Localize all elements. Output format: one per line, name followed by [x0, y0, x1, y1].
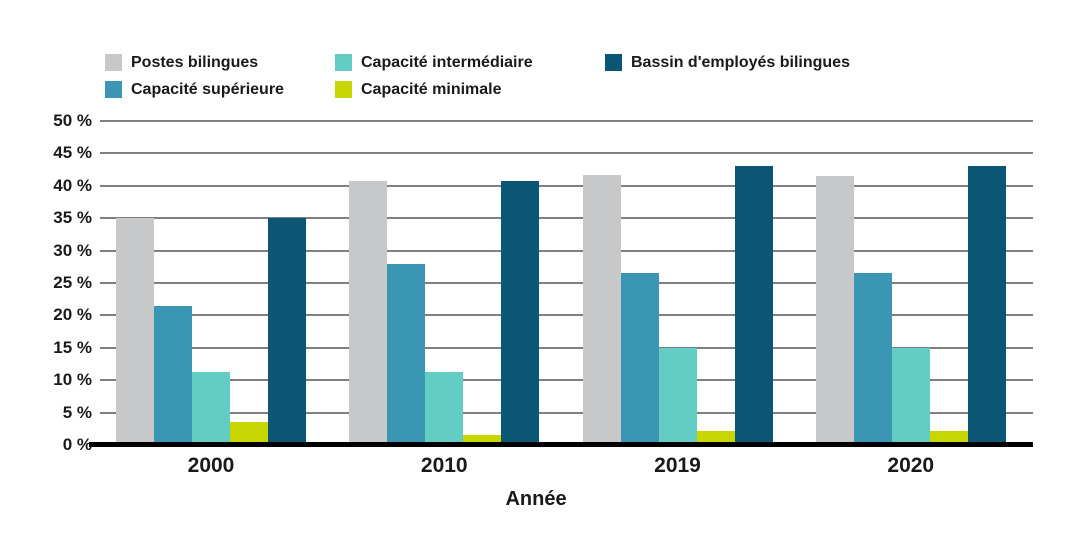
bar-capacite-minimale-2020: [929, 431, 968, 445]
legend-item-bassin-d-employes-bilingues: Bassin d'employés bilingues: [605, 54, 850, 71]
bar-capacite-minimale-2019: [696, 431, 735, 445]
legend-swatch-postes-bilingues: [105, 54, 122, 71]
legend-item-capacite-superieure: Capacité supérieure: [105, 81, 284, 98]
gridline: [100, 282, 1033, 284]
bar-capacite-intermediaire-2010: [425, 372, 464, 445]
gridline: [100, 120, 1033, 122]
y-tick-label: 40 %: [53, 175, 92, 195]
gridline: [100, 217, 1033, 220]
bar-capacite-superieure-2020: [853, 273, 892, 445]
legend-item-capacite-intermediaire: Capacité intermédiaire: [335, 54, 533, 71]
bar-capacite-minimale-2010: [463, 435, 502, 445]
x-tick-label-2000: 2000: [187, 454, 235, 477]
legend-label: Bassin d'employés bilingues: [631, 54, 850, 71]
bar-bassin-d-employes-bilingues-2010: [501, 181, 540, 445]
gridline: [100, 314, 1033, 317]
gridline: [100, 346, 1033, 349]
y-tick-label: 0 %: [62, 435, 92, 454]
y-tick-label: 30 %: [53, 240, 92, 260]
bar-bassin-d-employes-bilingues-2020: [967, 166, 1006, 445]
legend-label: Postes bilingues: [131, 54, 259, 71]
bar-capacite-minimale-2000: [230, 422, 268, 445]
bar-bassin-d-employes-bilingues-2019: [734, 166, 773, 445]
plot-area: [89, 120, 1033, 447]
bar-postes-bilingues-2019: [582, 175, 621, 445]
y-tick-label: 15 %: [53, 337, 92, 357]
x-tick-label-2010: 2010: [420, 454, 468, 477]
x-axis-title: Année: [505, 488, 567, 510]
legend-swatch-capacite-intermediaire: [335, 54, 352, 71]
gridline: [100, 249, 1033, 252]
legend-label: Capacité supérieure: [131, 81, 284, 98]
bar-capacite-superieure-2000: [154, 306, 192, 445]
legend-label: Capacité intermédiaire: [361, 54, 533, 71]
bar-capacite-intermediaire-2020: [891, 347, 930, 445]
gridline: [100, 152, 1033, 155]
legend-swatch-capacite-superieure: [105, 81, 122, 98]
bar-bassin-d-employes-bilingues-2000: [268, 218, 306, 445]
x-tick-label-2020: 2020: [887, 454, 935, 477]
x-axis-line: [89, 442, 1033, 447]
y-tick-label: 10 %: [53, 370, 92, 390]
gridline: [100, 379, 1033, 382]
bar-capacite-intermediaire-2000: [192, 372, 230, 445]
y-tick-label: 45 %: [53, 143, 92, 163]
legend-item-capacite-minimale: Capacité minimale: [335, 81, 502, 98]
gridline: [100, 411, 1033, 414]
legend-label: Capacité minimale: [361, 81, 502, 98]
y-tick-label: 25 %: [53, 273, 92, 292]
y-tick-label: 5 %: [62, 402, 92, 422]
bar-capacite-intermediaire-2019: [658, 347, 697, 445]
bar-capacite-superieure-2019: [620, 273, 659, 445]
x-tick-label-2019: 2019: [654, 454, 701, 477]
gridline: [100, 184, 1033, 187]
bar-postes-bilingues-2000: [116, 218, 154, 445]
y-tick-label: 20 %: [53, 305, 92, 325]
legend-swatch-bassin-d-employes-bilingues: [605, 54, 622, 71]
bar-postes-bilingues-2010: [349, 181, 388, 445]
bar-capacite-superieure-2010: [387, 264, 426, 445]
y-tick-label: 50 %: [53, 111, 92, 130]
y-tick-label: 35 %: [53, 208, 92, 228]
bar-postes-bilingues-2020: [815, 176, 854, 445]
legend-item-postes-bilingues: Postes bilingues: [105, 54, 258, 71]
legend-swatch-capacite-minimale: [335, 81, 352, 98]
